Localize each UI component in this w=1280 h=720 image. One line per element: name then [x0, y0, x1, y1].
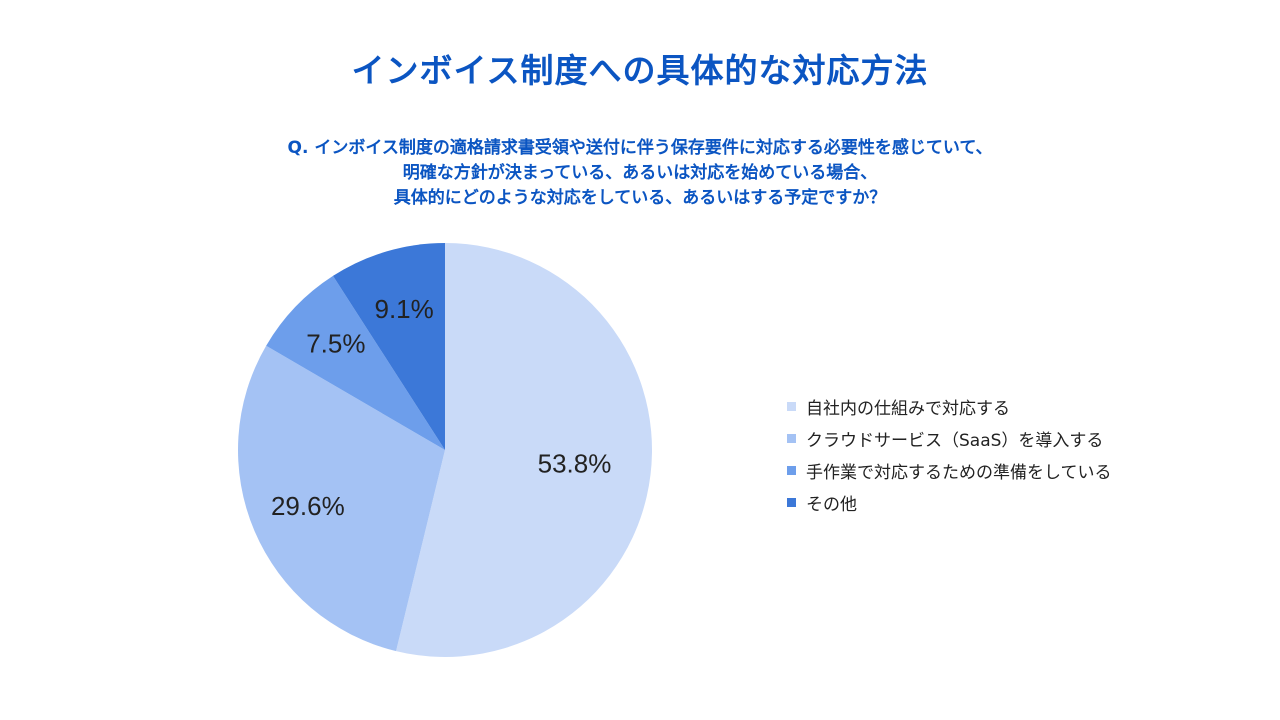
- pie-slice-other: [332, 243, 445, 450]
- question-line-3: 具体的にどのような対応をしている、あるいはする予定ですか？: [393, 188, 887, 208]
- legend-item-manual: 手作業で対応するための準備をしている: [787, 454, 1112, 486]
- question-text: Q. インボイス制度の適格請求書受領や送付に伴う保存要件に対応する必要性を感じて…: [0, 136, 1280, 211]
- question-line-2: 明確な方針が決まっている、あるいは対応を始めている場合、: [402, 163, 878, 183]
- chart-title: インボイス制度への具体的な対応方法: [351, 51, 929, 90]
- legend-label-saas: クラウドサービス（SaaS）を導入する: [806, 430, 1104, 451]
- data-label-manual: 7.5%: [306, 328, 365, 358]
- data-label-saas: 29.6%: [271, 491, 345, 521]
- legend-label-other: その他: [806, 494, 857, 515]
- legend-swatch-in-house: [787, 401, 796, 411]
- pie-slice-saas: [237, 345, 445, 652]
- legend-label-in-house: 自社内の仕組みで対応する: [806, 398, 1010, 419]
- legend-item-other: その他: [787, 486, 1112, 518]
- data-label-in-house: 53.8%: [538, 448, 612, 478]
- legend-swatch-other: [787, 497, 796, 507]
- pie-slice-manual: [266, 275, 445, 450]
- legend-item-saas: クラウドサービス（SaaS）を導入する: [787, 422, 1112, 454]
- legend-label-manual: 手作業で対応するための準備をしている: [806, 462, 1112, 483]
- pie-slice-in-house: [396, 243, 653, 657]
- legend-swatch-manual: [787, 465, 796, 475]
- question-line-1: Q. インボイス制度の適格請求書受領や送付に伴う保存要件に対応する必要性を感じて…: [287, 138, 993, 158]
- legend-swatch-saas: [787, 433, 796, 443]
- legend-item-in-house: 自社内の仕組みで対応する: [787, 390, 1112, 422]
- chart-legend: 自社内の仕組みで対応する クラウドサービス（SaaS）を導入する 手作業で対応す…: [787, 390, 1112, 518]
- data-label-other: 9.1%: [375, 294, 434, 324]
